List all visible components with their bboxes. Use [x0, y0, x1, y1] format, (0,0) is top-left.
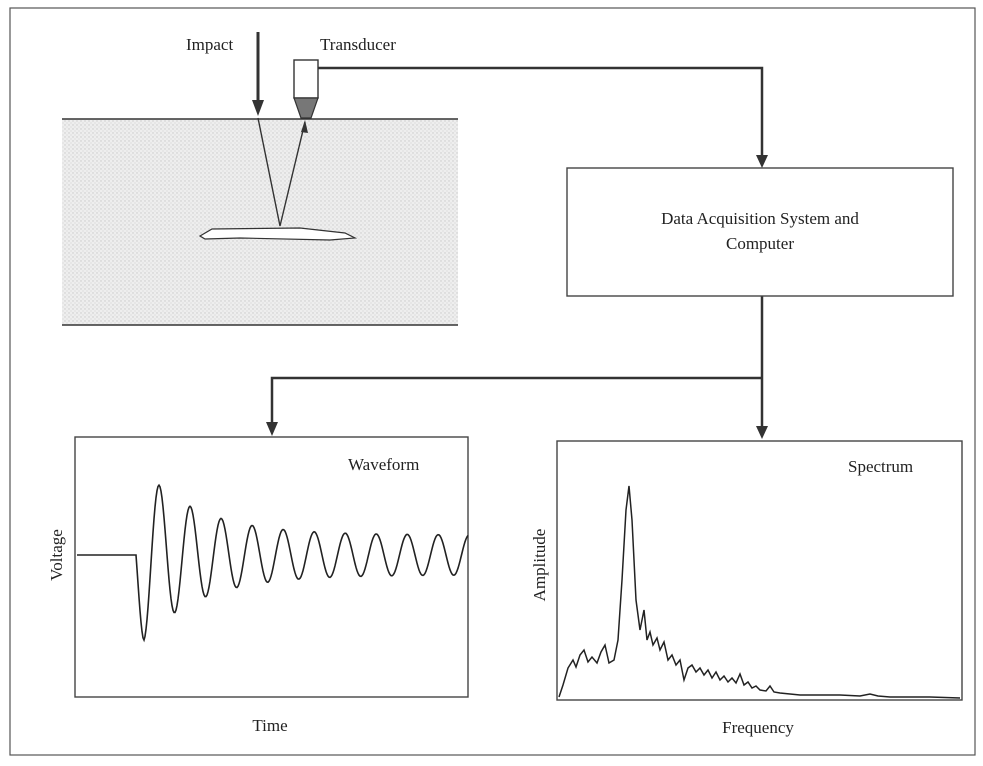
impact-arrowhead — [252, 100, 264, 116]
voltage-label: Voltage — [47, 529, 66, 581]
transducer-body — [293, 59, 319, 99]
arrowhead — [266, 422, 278, 436]
system-label: Computer — [726, 234, 794, 253]
frequency-label: Frequency — [722, 718, 794, 737]
specimen — [62, 119, 458, 325]
waveform-panel — [74, 436, 469, 698]
waveform-curve — [77, 483, 469, 643]
arrowhead — [756, 426, 768, 439]
stress-wave-path — [257, 117, 306, 227]
amplitude-label: Amplitude — [530, 529, 549, 602]
arrowhead — [756, 155, 768, 168]
impact-label: Impact — [186, 35, 233, 54]
spectrum-title: Spectrum — [848, 457, 913, 476]
time-label: Time — [252, 716, 287, 735]
spectrum-curve — [558, 485, 961, 699]
system-label: Data Acquisition System and — [661, 209, 859, 228]
transducer-tip — [293, 97, 319, 119]
outer-frame — [9, 7, 976, 756]
ray-arrowhead — [301, 120, 308, 133]
system-box — [566, 167, 954, 297]
transducer-label: Transducer — [320, 35, 396, 54]
waveform-title: Waveform — [348, 455, 419, 474]
flaw — [198, 227, 358, 241]
spectrum-panel — [556, 440, 963, 701]
connector — [318, 66, 764, 158]
connector — [270, 376, 762, 424]
